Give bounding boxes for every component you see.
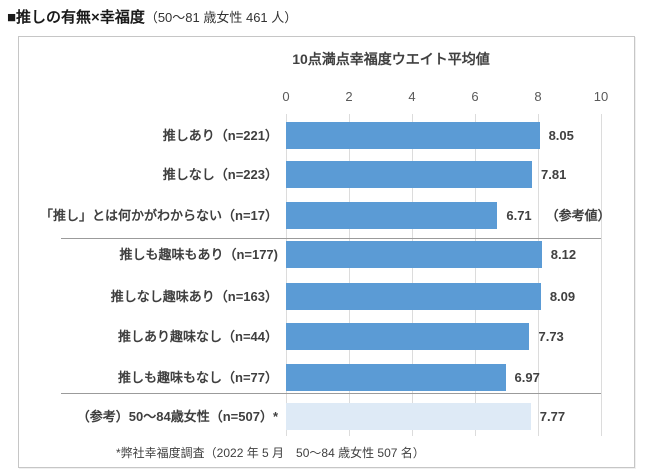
data-bar: [286, 283, 541, 310]
data-bar: [286, 364, 506, 391]
x-axis-tick-4: 4: [408, 89, 416, 104]
chart-title: 10点満点幸福度ウエイト平均値: [292, 51, 490, 67]
category-label: 推しあり（n=221）: [162, 128, 278, 143]
chart-footnote: *弊社幸福度調査（2022 年 5 月 50〜84 歳女性 507 名）: [116, 446, 425, 460]
data-bar: [286, 241, 542, 268]
value-label: 6.71 （参考値）: [506, 208, 611, 223]
value-label: 8.09: [549, 289, 576, 304]
gridline-8: [538, 114, 539, 436]
gridline-0: [286, 114, 287, 436]
page-title-main: ■推しの有無×幸福度: [7, 9, 145, 26]
reference-bar: [286, 403, 531, 430]
x-axis-tick-0: 0: [282, 89, 290, 104]
x-axis-tick-2: 2: [345, 89, 353, 104]
happiness-bar-chart: 10点満点幸福度ウエイト平均値 *弊社幸福度調査（2022 年 5 月 50〜8…: [18, 36, 635, 468]
category-label: 「推し」とは何かがわからない（n=17）: [40, 208, 278, 223]
category-label: 推しなし（n=223）: [162, 167, 278, 182]
gridline-10: [601, 114, 602, 436]
data-bar: [286, 122, 540, 149]
category-label: 推しなし趣味あり（n=163）: [110, 289, 278, 304]
data-bar: [286, 161, 532, 188]
page-title: ■推しの有無×幸福度（50〜81 歳女性 461 人）: [7, 6, 297, 27]
category-label: 推しも趣味もあり（n=177): [119, 247, 278, 262]
value-note: （参考値）: [545, 208, 611, 223]
value-label: 7.81: [541, 167, 567, 182]
page-title-sub: （50〜81 歳女性 461 人）: [144, 10, 298, 25]
data-bar: [286, 323, 530, 350]
gridline-6: [475, 114, 476, 436]
value-label: 6.97: [514, 370, 540, 385]
group-separator: [61, 393, 601, 394]
category-label: 推しあり趣味なし（n=44）: [118, 329, 278, 344]
value-label: 7.73: [538, 329, 564, 344]
value-label: 8.05: [548, 128, 574, 143]
x-axis-tick-10: 10: [593, 89, 609, 104]
x-axis-tick-6: 6: [471, 89, 479, 104]
value-label: 7.77: [539, 409, 566, 424]
data-bar: [286, 202, 498, 229]
gridline-4: [412, 114, 413, 436]
category-label: （参考）50〜84歳女性（n=507）*: [76, 409, 278, 424]
category-label: 推しも趣味もなし（n=77）: [118, 370, 278, 385]
gridline-2: [349, 114, 350, 436]
group-separator: [61, 238, 601, 239]
value-label: 8.12: [550, 247, 577, 262]
x-axis-tick-8: 8: [534, 89, 542, 104]
